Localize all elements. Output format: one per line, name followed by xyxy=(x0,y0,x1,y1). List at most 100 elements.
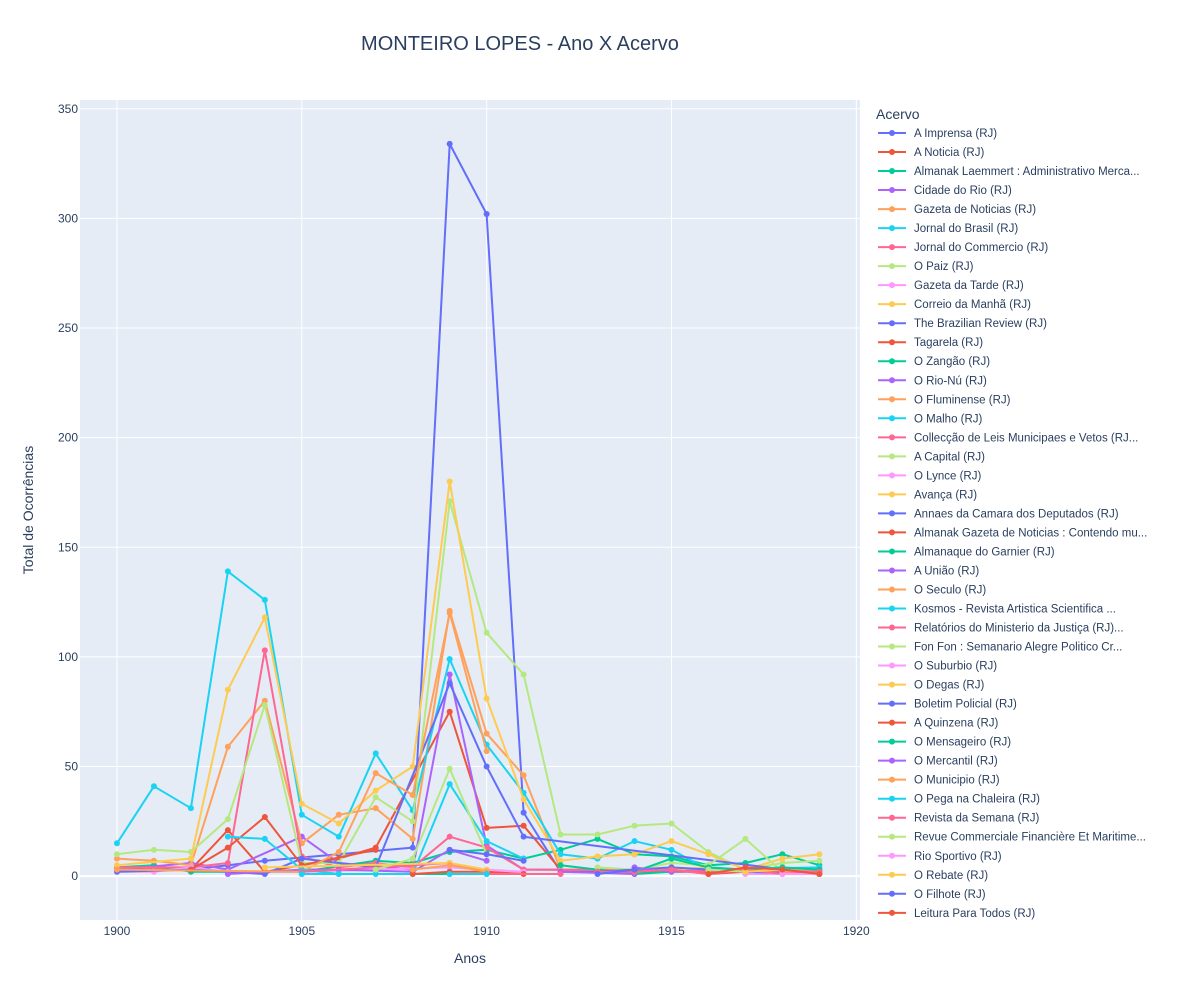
legend-item[interactable]: O Filhote (RJ) xyxy=(878,889,986,901)
legend-item[interactable]: Annaes da Camara dos Deputados (RJ) xyxy=(878,508,1119,520)
legend-item[interactable]: O Zangão (RJ) xyxy=(878,356,990,368)
legend-swatch-marker xyxy=(889,396,895,403)
data-point xyxy=(446,862,453,869)
data-point xyxy=(520,822,527,829)
legend-label: Tagarela (RJ) xyxy=(914,337,983,349)
legend-label: O Suburbio (RJ) xyxy=(914,661,997,673)
legend-item[interactable]: O Mensageiro (RJ) xyxy=(878,737,1011,749)
legend-label: Revista da Semana (RJ) xyxy=(914,813,1039,825)
data-point xyxy=(557,862,564,869)
legend-item[interactable]: A União (RJ) xyxy=(878,565,979,577)
legend-swatch-marker xyxy=(889,244,895,251)
data-point xyxy=(705,851,712,858)
legend-item[interactable]: O Fluminense (RJ) xyxy=(878,394,1011,406)
plot-area xyxy=(80,100,860,920)
data-point xyxy=(372,870,379,877)
legend-item[interactable]: Almanak Gazeta de Noticias : Contendo mu… xyxy=(878,527,1147,539)
data-point xyxy=(816,870,823,877)
legend-item[interactable]: Almanaque do Garnier (RJ) xyxy=(878,546,1055,558)
series-11 xyxy=(187,813,379,873)
legend-item[interactable]: A Quinzena (RJ) xyxy=(878,718,999,730)
data-point xyxy=(409,870,416,877)
data-point xyxy=(446,478,453,485)
legend-item[interactable]: The Brazilian Review (RJ) xyxy=(878,318,1047,330)
legend[interactable]: Acervo A Imprensa (RJ) A Noticia (RJ) Alma… xyxy=(876,106,1147,920)
data-point xyxy=(631,838,638,845)
legend-item[interactable]: Correio da Manhã (RJ) xyxy=(878,299,1031,311)
legend-item[interactable]: O Suburbio (RJ) xyxy=(878,661,997,673)
legend-swatch-marker xyxy=(889,282,895,289)
data-point xyxy=(113,851,120,858)
legend-label: Fon Fon : Semanario Alegre Politico Cr..… xyxy=(914,642,1122,654)
data-point xyxy=(557,857,564,864)
legend-item[interactable]: O Pega na Chaleira (RJ) xyxy=(878,794,1040,806)
legend-item[interactable]: Leitura Para Todos (RJ) xyxy=(878,908,1035,920)
legend-item[interactable]: Revista da Semana (RJ) xyxy=(878,813,1039,825)
legend-item[interactable]: Revue Commerciale Financière Et Maritime… xyxy=(878,832,1146,844)
legend-item[interactable]: Fon Fon : Semanario Alegre Politico Cr..… xyxy=(878,642,1122,654)
legend-label: A Capital (RJ) xyxy=(914,451,985,463)
legend-swatch-marker xyxy=(889,206,895,213)
data-point xyxy=(224,844,231,851)
legend-item[interactable]: O Rebate (RJ) xyxy=(878,870,988,882)
data-point xyxy=(335,811,342,818)
data-point xyxy=(520,796,527,803)
legend-swatch-marker xyxy=(889,339,895,346)
legend-label: Rio Sportivo (RJ) xyxy=(914,851,1002,863)
legend-label: Almanaque do Garnier (RJ) xyxy=(914,546,1055,558)
legend-label: O Fluminense (RJ) xyxy=(914,394,1011,406)
legend-label: The Brazilian Review (RJ) xyxy=(914,318,1047,330)
data-point xyxy=(335,870,342,877)
data-point xyxy=(483,730,490,737)
legend-item[interactable]: O Seculo (RJ) xyxy=(878,584,986,596)
legend-item[interactable]: Rio Sportivo (RJ) xyxy=(878,851,1002,863)
legend-item[interactable]: Gazeta de Noticias (RJ) xyxy=(878,204,1036,216)
data-point xyxy=(520,857,527,864)
legend-item[interactable]: Tagarela (RJ) xyxy=(878,337,983,349)
legend-item[interactable]: O Mercantil (RJ) xyxy=(878,756,998,768)
data-point xyxy=(483,748,490,755)
legend-item[interactable]: O Rio-Nú (RJ) xyxy=(878,375,987,387)
data-point xyxy=(446,781,453,788)
chart-title: MONTEIRO LOPES - Ano X Acervo xyxy=(361,33,679,55)
data-point xyxy=(409,835,416,842)
legend-item[interactable]: Avança (RJ) xyxy=(878,489,977,501)
legend-item[interactable]: Relatórios do Ministerio da Justiça (RJ)… xyxy=(878,623,1124,635)
legend-item[interactable]: Kosmos - Revista Artistica Scientifica .… xyxy=(878,604,1116,616)
legend-item[interactable]: O Lynce (RJ) xyxy=(878,470,981,482)
legend-item[interactable]: Jornal do Commercio (RJ) xyxy=(878,242,1048,254)
legend-item[interactable]: Boletim Policial (RJ) xyxy=(878,699,1017,711)
data-point xyxy=(261,702,268,709)
data-point xyxy=(742,864,749,871)
data-point xyxy=(557,870,564,877)
legend-item[interactable]: A Imprensa (RJ) xyxy=(878,128,997,140)
data-point xyxy=(224,859,231,866)
data-point xyxy=(446,680,453,687)
legend-swatch-marker xyxy=(889,605,895,612)
legend-item[interactable]: O Municipio (RJ) xyxy=(878,775,1000,787)
y-axis-title: Total de Ocorrências xyxy=(20,446,36,574)
legend-item[interactable]: Almanak Laemmert : Administrativo Merca.… xyxy=(878,166,1140,178)
legend-item[interactable]: Jornal do Brasil (RJ) xyxy=(878,223,1018,235)
data-point xyxy=(298,800,305,807)
x-tick-label: 1920 xyxy=(843,924,870,938)
data-point xyxy=(224,870,231,877)
data-point xyxy=(520,772,527,779)
legend-item[interactable]: A Noticia (RJ) xyxy=(878,147,984,159)
legend-item[interactable]: A Capital (RJ) xyxy=(878,451,985,463)
series-line xyxy=(412,870,524,875)
data-point xyxy=(483,695,490,702)
legend-item[interactable]: Cidade do Rio (RJ) xyxy=(878,185,1012,197)
data-point xyxy=(372,750,379,757)
legend-item[interactable]: O Malho (RJ) xyxy=(878,413,983,425)
legend-item[interactable]: Gazeta da Tarde (RJ) xyxy=(878,280,1024,292)
legend-label: Leitura Para Todos (RJ) xyxy=(914,908,1035,920)
x-tick-label: 1905 xyxy=(288,924,315,938)
data-point xyxy=(483,851,490,858)
data-point xyxy=(483,211,490,218)
legend-label: Correio da Manhã (RJ) xyxy=(914,299,1031,311)
legend-item[interactable]: O Paiz (RJ) xyxy=(878,261,974,273)
legend-item[interactable]: O Degas (RJ) xyxy=(878,680,984,692)
data-point xyxy=(261,835,268,842)
legend-item[interactable]: Collecção de Leis Municipaes e Vetos (RJ… xyxy=(878,432,1138,444)
